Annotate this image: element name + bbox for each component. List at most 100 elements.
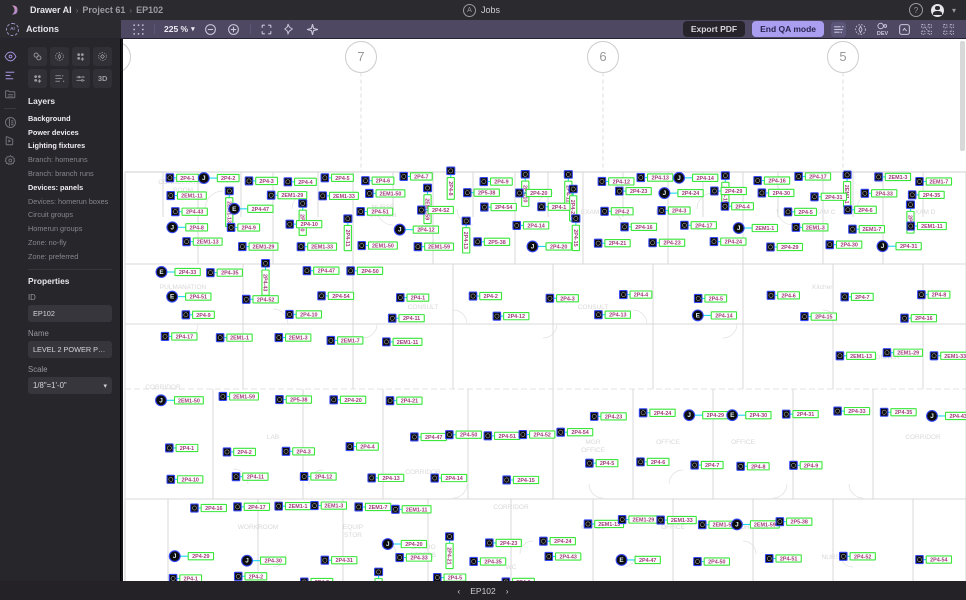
svg-text:2P4-11: 2P4-11	[403, 316, 420, 322]
svg-text:2P4-12: 2P4-12	[613, 179, 630, 185]
svg-text:2EM1-59: 2EM1-59	[754, 522, 776, 528]
svg-text:J: J	[202, 175, 206, 182]
svg-text:2EM1-13: 2EM1-13	[850, 354, 872, 360]
svg-text:2P4-50: 2P4-50	[460, 433, 477, 439]
svg-text:2P4-8: 2P4-8	[190, 225, 204, 231]
svg-text:2P4-2: 2P4-2	[221, 176, 235, 182]
svg-text:2P4-33: 2P4-33	[848, 409, 865, 415]
svg-text:CORRIDOR: CORRIDOR	[493, 504, 529, 511]
svg-text:2P4-20: 2P4-20	[405, 542, 422, 548]
svg-text:PULMANATION: PULMANATION	[160, 284, 207, 291]
svg-text:2P4-1: 2P4-1	[180, 446, 194, 452]
svg-text:E: E	[696, 312, 701, 319]
svg-text:2P4-30: 2P4-30	[773, 191, 790, 197]
svg-text:J: J	[386, 541, 390, 548]
svg-text:2P4-3: 2P4-3	[259, 179, 273, 185]
svg-text:2P4-35: 2P4-35	[484, 559, 501, 565]
svg-text:2P4-30: 2P4-30	[840, 243, 857, 249]
svg-text:2P4-5: 2P4-5	[335, 176, 349, 182]
svg-text:2P4-11: 2P4-11	[247, 475, 264, 481]
svg-text:2P4-15: 2P4-15	[517, 478, 534, 484]
svg-text:2P4-24: 2P4-24	[725, 240, 742, 246]
svg-text:2EM1-1: 2EM1-1	[289, 504, 308, 510]
svg-text:2P4-43: 2P4-43	[949, 414, 966, 420]
svg-text:J: J	[173, 553, 177, 560]
svg-text:2P4-50: 2P4-50	[361, 269, 378, 275]
svg-text:2P4-29: 2P4-29	[725, 189, 742, 195]
svg-text:2EM1-1: 2EM1-1	[755, 226, 774, 232]
svg-text:2P4-47: 2P4-47	[425, 435, 442, 441]
svg-text:2P4-9: 2P4-9	[196, 313, 210, 319]
svg-text:2P4-3: 2P4-3	[672, 209, 686, 215]
svg-text:2P4-23: 2P4-23	[663, 241, 680, 247]
svg-text:2P4-6: 2P4-6	[858, 208, 872, 214]
svg-text:STOR: STOR	[344, 532, 362, 539]
svg-text:2P4-5: 2P4-5	[600, 461, 614, 467]
svg-text:2EM1-3: 2EM1-3	[806, 225, 825, 231]
svg-text:J: J	[398, 227, 402, 234]
svg-text:2EM1-3: 2EM1-3	[289, 336, 308, 342]
svg-text:2P4-31: 2P4-31	[900, 244, 917, 250]
svg-text:2P4-14: 2P4-14	[527, 223, 544, 229]
svg-text:2P4-6: 2P4-6	[651, 460, 665, 466]
svg-text:2P4-1: 2P4-1	[552, 205, 566, 211]
svg-text:2P4-21: 2P4-21	[609, 241, 626, 247]
svg-text:LAB: LAB	[267, 434, 279, 441]
svg-text:E: E	[730, 412, 735, 419]
svg-text:2P4-13: 2P4-13	[382, 476, 399, 482]
svg-text:2P4-8: 2P4-8	[751, 464, 765, 470]
svg-text:2P4-52: 2P4-52	[534, 433, 551, 439]
svg-text:2P4-2: 2P4-2	[237, 450, 251, 456]
svg-text:2P4-7: 2P4-7	[705, 463, 719, 469]
svg-text:2P4-12: 2P4-12	[508, 314, 525, 320]
svg-text:2P4-17: 2P4-17	[176, 334, 193, 340]
svg-text:2P4-35: 2P4-35	[923, 193, 940, 199]
svg-text:2P4-33: 2P4-33	[179, 270, 196, 276]
svg-text:2EM1-59: 2EM1-59	[233, 394, 255, 400]
svg-text:J: J	[677, 175, 681, 182]
svg-text:E: E	[159, 269, 164, 276]
svg-text:2EM1-59: 2EM1-59	[428, 245, 450, 251]
svg-text:2P4-51: 2P4-51	[780, 556, 797, 562]
svg-text:2P4-23: 2P4-23	[630, 189, 647, 195]
svg-text:7: 7	[357, 49, 364, 64]
svg-text:2P4-14: 2P4-14	[715, 313, 732, 319]
svg-text:J: J	[687, 412, 691, 419]
svg-text:2EM1-7: 2EM1-7	[341, 338, 360, 344]
svg-text:2P4-54: 2P4-54	[495, 205, 512, 211]
svg-text:2P4-2: 2P4-2	[615, 209, 629, 215]
svg-text:2P4-30: 2P4-30	[750, 413, 767, 419]
svg-text:2P4-8: 2P4-8	[447, 181, 453, 195]
svg-text:2EM1-13: 2EM1-13	[197, 240, 219, 246]
svg-text:6: 6	[599, 49, 606, 64]
svg-text:2EM1-50: 2EM1-50	[380, 191, 402, 197]
svg-text:2EM1-50: 2EM1-50	[372, 244, 394, 250]
svg-text:CORRIDOR: CORRIDOR	[905, 434, 941, 441]
svg-text:2P4-24: 2P4-24	[654, 411, 671, 417]
svg-text:CORRIDOR: CORRIDOR	[145, 384, 181, 391]
svg-text:OFFICE: OFFICE	[581, 447, 605, 454]
svg-text:J: J	[159, 397, 163, 404]
svg-text:WC: WC	[506, 564, 517, 571]
svg-text:2P5-38: 2P5-38	[478, 191, 495, 197]
svg-text:2P4-54: 2P4-54	[930, 558, 947, 564]
svg-text:2P4-23: 2P4-23	[500, 541, 517, 547]
svg-text:2EM1-1: 2EM1-1	[230, 336, 249, 342]
svg-text:2P4-4: 2P4-4	[298, 180, 312, 186]
svg-text:2P4-23: 2P4-23	[605, 414, 622, 420]
svg-text:2P4-12: 2P4-12	[315, 475, 332, 481]
svg-text:J: J	[737, 225, 741, 232]
svg-text:CONSULT: CONSULT	[408, 304, 439, 311]
svg-text:2P4-3: 2P4-3	[296, 449, 310, 455]
svg-text:2P4-17: 2P4-17	[248, 505, 265, 511]
svg-text:J: J	[881, 243, 885, 250]
svg-text:J: J	[930, 413, 934, 420]
svg-text:2P4-29: 2P4-29	[781, 245, 798, 251]
svg-text:2EM1-11: 2EM1-11	[181, 194, 203, 200]
svg-text:2EM1-33: 2EM1-33	[944, 354, 966, 360]
svg-text:2P5-38: 2P5-38	[488, 240, 505, 246]
svg-text:2P4-52: 2P4-52	[432, 208, 449, 214]
svg-text:2P4-5: 2P4-5	[709, 296, 723, 302]
svg-text:2P4-5: 2P4-5	[798, 210, 812, 216]
svg-text:2P4-4: 2P4-4	[634, 293, 648, 299]
